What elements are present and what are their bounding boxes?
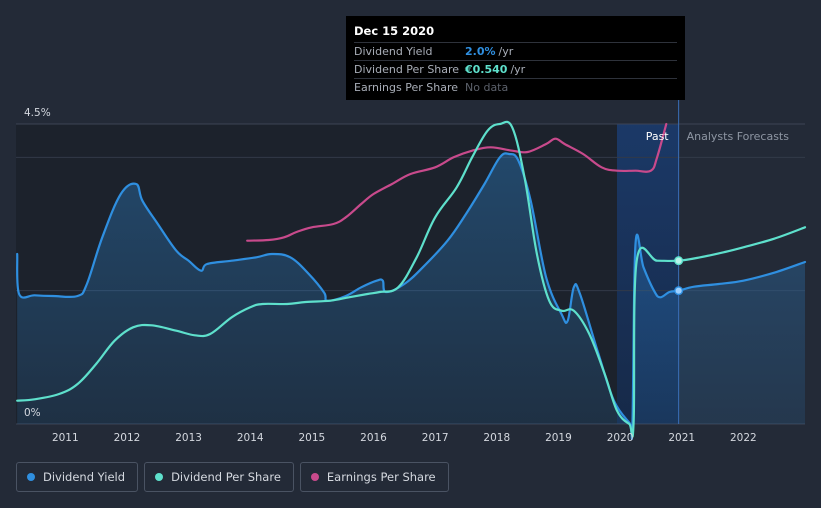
legend: Dividend Yield Dividend Per Share Earnin…: [16, 462, 449, 492]
y-tick-label-bottom: 0%: [24, 407, 41, 419]
x-tick-label: 2019: [545, 432, 572, 444]
hover-tooltip: Dec 15 2020 Dividend Yield 2.0% /yr Divi…: [346, 16, 685, 100]
x-tick-label: 2017: [422, 432, 449, 444]
x-tick-label: 2016: [360, 432, 387, 444]
tooltip-value: 2.0%: [465, 45, 496, 58]
tooltip-row-dividend-yield: Dividend Yield 2.0% /yr: [354, 42, 677, 60]
past-label: Past: [646, 130, 670, 143]
x-tick-label: 2021: [668, 432, 695, 444]
dividend-yield-dot-icon: [27, 473, 35, 481]
tooltip-unit: /yr: [498, 45, 514, 58]
tooltip-label: Earnings Per Share: [354, 81, 459, 94]
tooltip-label: Dividend Yield: [354, 45, 433, 58]
x-tick-label: 2020: [607, 432, 634, 444]
legend-item-dividend-per-share[interactable]: Dividend Per Share: [144, 462, 294, 492]
earnings-per-share-dot-icon: [310, 473, 319, 481]
series-layer: [16, 120, 807, 441]
marker-dps: [674, 256, 684, 266]
tooltip-row-dividend-per-share: Dividend Per Share €0.540 /yr: [354, 60, 677, 78]
legend-item-dividend-yield[interactable]: Dividend Yield: [16, 462, 139, 492]
x-tick-label: 2012: [114, 432, 141, 444]
marker-yield: [674, 286, 684, 296]
tooltip-value: €0.540: [465, 63, 508, 76]
tooltip-row-earnings-per-share: Earnings Per Share No data: [354, 78, 677, 96]
x-axis-tick-labels: 2011 2012 2013 2014 2015 2016 2017 2018 2019 2020…: [52, 432, 757, 444]
series-line-earnings-per-share: [246, 122, 668, 242]
x-tick-label: 2011: [52, 432, 79, 444]
legend-label: Earnings Per Share: [326, 470, 436, 484]
legend-item-earnings-per-share[interactable]: Earnings Per Share: [299, 462, 449, 492]
tooltip-no-data: No data: [465, 81, 509, 94]
dividend-yield-area: [17, 153, 805, 439]
x-tick-label: 2014: [237, 432, 264, 444]
dividend-per-share-dot-icon: [155, 473, 164, 481]
tooltip-date: Dec 15 2020: [354, 24, 435, 38]
legend-label: Dividend Per Share: [171, 470, 281, 484]
tooltip-unit: /yr: [510, 63, 526, 76]
x-tick-label: 2022: [730, 432, 757, 444]
x-tick-label: 2018: [483, 432, 510, 444]
series-line-dividend-yield: [16, 152, 807, 441]
forecast-label: Analysts Forecasts: [687, 130, 790, 143]
y-tick-label-top: 4.5%: [24, 107, 51, 119]
x-tick-label: 2015: [299, 432, 326, 444]
x-tick-label: 2013: [175, 432, 202, 444]
tooltip-label: Dividend Per Share: [354, 63, 460, 76]
series-line-dividend-per-share: [16, 120, 807, 438]
markers: [674, 256, 684, 296]
legend-label: Dividend Yield: [43, 470, 126, 484]
